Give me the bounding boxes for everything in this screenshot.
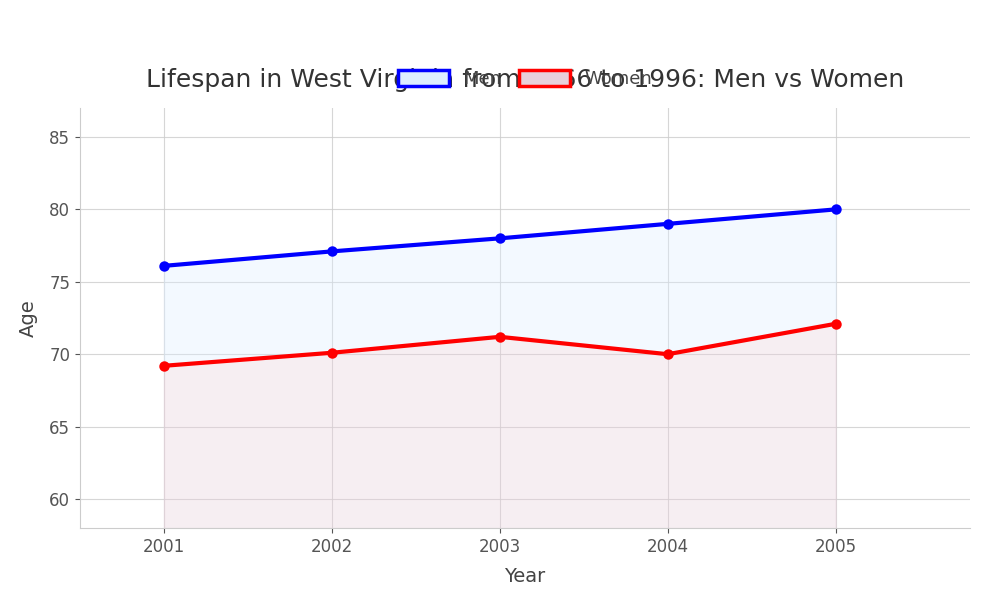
Y-axis label: Age: Age <box>19 299 38 337</box>
Legend: Men, Women: Men, Women <box>391 62 659 95</box>
Title: Lifespan in West Virginia from 1966 to 1996: Men vs Women: Lifespan in West Virginia from 1966 to 1… <box>146 68 904 92</box>
X-axis label: Year: Year <box>504 567 546 586</box>
